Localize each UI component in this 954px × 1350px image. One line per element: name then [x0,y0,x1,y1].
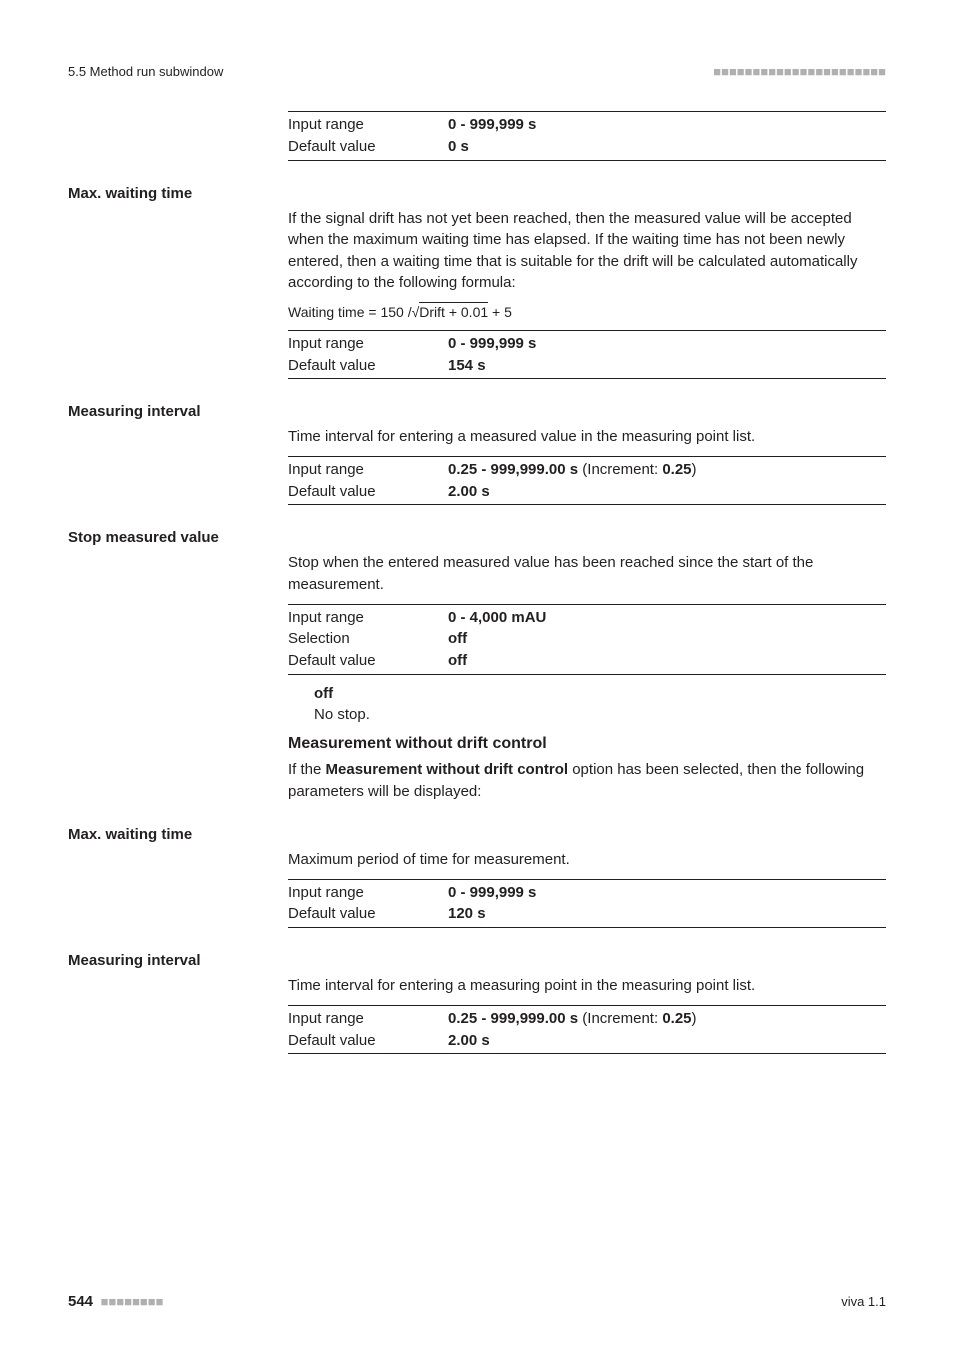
header-blocks: ■■■■■■■■■■■■■■■■■■■■■■ [713,64,886,79]
table-label: Default value [288,136,448,158]
table-value: 120 s [448,903,886,925]
body-measuring-interval-2: Time interval for entering a measuring p… [288,975,886,997]
formula-prefix: Waiting time = 150 / [288,304,412,320]
formula-suffix: + 5 [488,304,512,320]
table-value: 0.25 - 999,999.00 s (Increment: 0.25) [448,1008,886,1030]
table-label: Input range [288,333,448,355]
body-no-drift: If the Measurement without drift control… [288,759,886,802]
meas-int-2-table: Input range 0.25 - 999,999.00 s (Increme… [288,1005,886,1055]
table-label: Input range [288,459,448,481]
off-label: off [314,683,886,704]
body-measuring-interval-1: Time interval for entering a measured va… [288,426,886,448]
footer-blocks: ■■■■■■■■ [101,1294,164,1309]
table-value: 0.25 - 999,999.00 s (Increment: 0.25) [448,459,886,481]
table-value: off [448,628,886,650]
table-label: Selection [288,628,448,650]
table-label: Input range [288,882,448,904]
formula-radicand: Drift + 0.01 [419,302,488,320]
intro-table: Input range 0 - 999,999 s Default value … [288,111,886,161]
table-value: off [448,650,886,672]
table-value: 0 - 4,000 mAU [448,607,886,629]
body-max-waiting-2: Maximum period of time for measurement. [288,849,886,871]
footer-version: viva 1.1 [841,1294,886,1309]
table-label: Input range [288,1008,448,1030]
table-label: Input range [288,607,448,629]
max-waiting-2-table: Input range 0 - 999,999 s Default value … [288,879,886,929]
header-section: 5.5 Method run subwindow [68,64,223,79]
table-value: 0 - 999,999 s [448,882,886,904]
table-value: 0 - 999,999 s [448,114,886,136]
heading-max-waiting-2: Max. waiting time [68,826,886,843]
off-text: No stop. [314,704,886,725]
stop-measured-table: Input range 0 - 4,000 mAU Selection off … [288,604,886,675]
table-label: Default value [288,903,448,925]
table-value: 0 - 999,999 s [448,333,886,355]
heading-max-waiting-1: Max. waiting time [68,185,886,202]
table-value: 0 s [448,136,886,158]
heading-stop-measured: Stop measured value [68,529,886,546]
max-waiting-1-table: Input range 0 - 999,999 s Default value … [288,330,886,380]
table-value: 2.00 s [448,481,886,503]
heading-measuring-interval-2: Measuring interval [68,952,886,969]
table-value: 2.00 s [448,1030,886,1052]
page-number: 544 [68,1293,93,1310]
table-label: Default value [288,1030,448,1052]
table-label: Default value [288,650,448,672]
heading-no-drift: Measurement without drift control [288,735,886,753]
body-max-waiting-1: If the signal drift has not yet been rea… [288,208,886,294]
meas-int-1-table: Input range 0.25 - 999,999.00 s (Increme… [288,456,886,506]
body-stop-measured: Stop when the entered measured value has… [288,552,886,595]
table-label: Input range [288,114,448,136]
table-label: Default value [288,481,448,503]
table-value: 154 s [448,355,886,377]
formula: Waiting time = 150 /√Drift + 0.01 + 5 [288,302,886,320]
table-label: Default value [288,355,448,377]
heading-measuring-interval-1: Measuring interval [68,403,886,420]
